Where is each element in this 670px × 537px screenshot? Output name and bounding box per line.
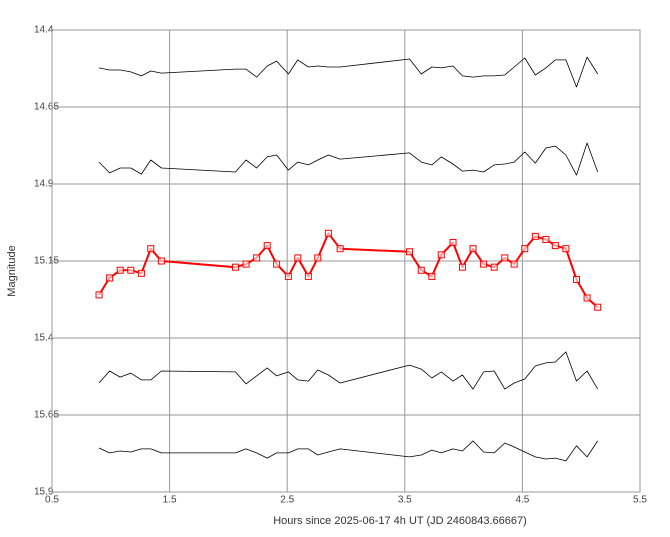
series-line — [98, 351, 599, 390]
data-point — [284, 272, 292, 280]
x-tick-label: 1.5 — [163, 495, 177, 506]
y-tick-label: 15.4 — [34, 333, 54, 344]
data-point — [116, 266, 124, 274]
x-tick-label: 4.5 — [515, 495, 529, 506]
data-point — [437, 251, 445, 259]
data-point — [95, 291, 103, 299]
data-point — [231, 263, 239, 271]
x-tick-label: 5.5 — [633, 495, 647, 506]
data-point — [417, 266, 425, 274]
y-tick-label: 15.9 — [34, 487, 54, 498]
data-point — [480, 260, 488, 268]
data-point — [490, 263, 498, 271]
data-point — [501, 254, 509, 262]
y-tick-label: 14.4 — [34, 25, 54, 36]
x-tick-label: 2.5 — [280, 495, 294, 506]
data-point — [583, 294, 591, 302]
y-tick-label: 15.65 — [34, 410, 59, 421]
data-point — [562, 245, 570, 253]
y-tick-label: 15.15 — [34, 256, 59, 267]
x-tick-label: 3.5 — [398, 495, 412, 506]
data-point — [263, 242, 271, 250]
y-axis-title: Magnitude — [6, 245, 18, 296]
data-point — [253, 254, 261, 262]
x-tick-label: 0.5 — [45, 495, 59, 506]
y-tick-label: 14.65 — [34, 102, 59, 113]
data-point — [106, 274, 114, 282]
series-line — [98, 56, 599, 88]
series-line — [98, 440, 599, 462]
data-point — [304, 272, 312, 280]
x-axis-title: Hours since 2025-06-17 4h UT (JD 2460843… — [273, 515, 527, 527]
data-point — [314, 254, 322, 262]
data-point — [521, 245, 529, 253]
y-tick-label: 14.9 — [34, 179, 54, 190]
data-point — [137, 269, 145, 277]
data-point — [458, 263, 466, 271]
data-point — [542, 235, 550, 243]
data-point — [157, 257, 165, 265]
data-point — [531, 232, 539, 240]
data-point — [147, 245, 155, 253]
series-line — [98, 142, 599, 176]
data-point — [594, 303, 602, 311]
data-point — [273, 260, 281, 268]
data-point — [324, 229, 332, 237]
data-point — [572, 275, 580, 283]
data-point — [449, 239, 457, 247]
data-point — [294, 254, 302, 262]
data-point — [469, 245, 477, 253]
data-point — [510, 260, 518, 268]
data-point — [242, 260, 250, 268]
data-point — [336, 245, 344, 253]
data-point — [551, 242, 559, 250]
data-point — [428, 272, 436, 280]
data-point — [127, 266, 135, 274]
data-point — [406, 248, 414, 256]
